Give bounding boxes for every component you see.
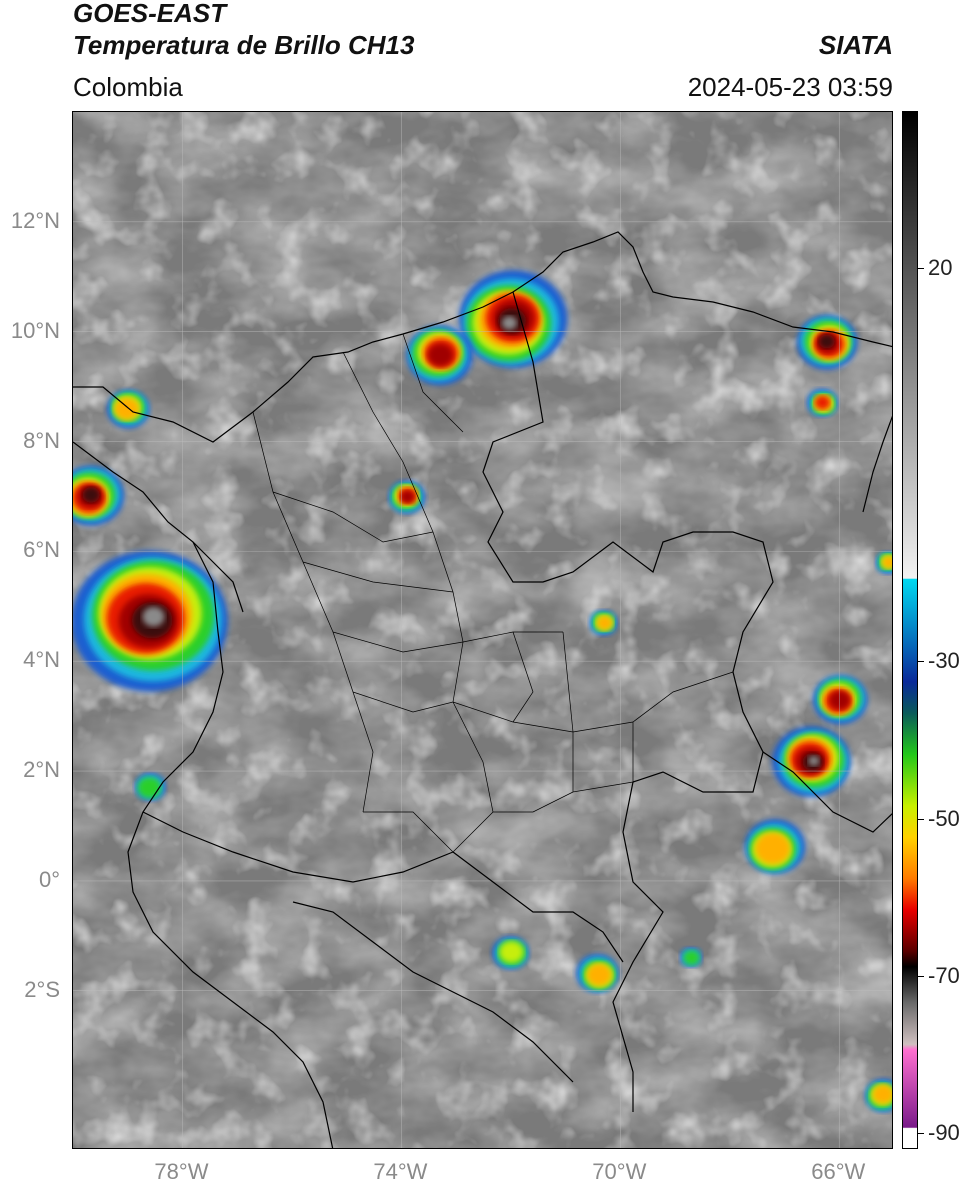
storm-cell xyxy=(576,954,619,993)
colorbar xyxy=(902,111,918,1149)
lat-tick-label: 12°N xyxy=(10,207,60,233)
satellite-map xyxy=(72,111,893,1149)
storm-ring xyxy=(142,606,165,627)
lon-tick-label: 74°W xyxy=(373,1159,428,1184)
colorbar-tick-label: 20 xyxy=(928,255,953,281)
border-colombia-ecuador xyxy=(142,811,454,883)
storm-cell xyxy=(797,315,858,370)
storm-ring xyxy=(596,615,613,631)
datetime-label: 2024-05-23 03:59 xyxy=(687,72,893,102)
storm-ring xyxy=(882,555,892,569)
colorbar-tick-label: -70 xyxy=(928,963,960,988)
storm-ring xyxy=(683,950,700,966)
storm-ring xyxy=(808,755,820,766)
lon-tick-label: 78°W xyxy=(154,1159,209,1184)
storm-cell xyxy=(459,270,568,368)
lat-tick-label: 4°N xyxy=(23,647,60,673)
storm-ring xyxy=(818,334,835,349)
lat-tick-label: 0° xyxy=(38,866,60,892)
storm-cell xyxy=(680,947,702,967)
storm-cell xyxy=(744,819,806,874)
storm-ring xyxy=(427,343,453,367)
storm-cell xyxy=(813,675,868,725)
source-label: SIATA xyxy=(818,30,893,60)
border-colombia-peru xyxy=(452,851,624,963)
border-venezuela-guyana xyxy=(862,415,892,513)
border-colombia-brazil xyxy=(612,781,664,1112)
border-venezuela-brazil xyxy=(762,751,892,833)
colorbar-tick-label: -30 xyxy=(928,648,960,674)
lat-tick-label: 8°N xyxy=(23,427,60,453)
storm-ring xyxy=(82,487,100,503)
storm-ring xyxy=(400,490,415,504)
storm-ring xyxy=(829,690,851,710)
colorbar-tick-mark xyxy=(918,268,924,270)
storm-cell xyxy=(73,465,124,526)
colorbar-tick-mark xyxy=(918,976,924,977)
internal-borders xyxy=(252,333,734,853)
gridlines xyxy=(73,112,892,1148)
coastline-pacific xyxy=(73,441,334,1148)
border-colombia-panama xyxy=(192,541,244,613)
colorbar-tick-mark xyxy=(918,818,924,820)
storm-ring xyxy=(755,832,791,865)
colorbar-tick-mark xyxy=(918,661,924,663)
storm-ring xyxy=(499,941,524,963)
colorbar-tick-mark xyxy=(918,1133,924,1135)
storm-cell xyxy=(876,552,892,574)
storm-ring xyxy=(137,777,162,799)
storm-cells xyxy=(73,270,892,1112)
lat-tick-label: 2°N xyxy=(23,757,60,783)
storm-cell xyxy=(389,480,426,514)
coastline-caribbean xyxy=(73,231,892,443)
storm-cell xyxy=(589,610,618,636)
storm-cell xyxy=(807,388,838,416)
title-line1: GOES-EAST xyxy=(73,0,227,28)
storm-cell xyxy=(406,325,474,386)
storm-ring xyxy=(586,963,612,986)
colorbar-tick-label: -50 xyxy=(928,805,960,831)
title-line2: Temperatura de Brillo CH13 xyxy=(73,30,415,60)
storm-ring xyxy=(872,1084,892,1104)
lat-tick-label: 2°S xyxy=(24,976,60,1002)
lat-tick-label: 10°N xyxy=(10,317,60,343)
region-label: Colombia xyxy=(73,72,183,102)
border-ecuador-peru xyxy=(292,901,574,1083)
storm-cell xyxy=(492,936,529,969)
lat-tick-label: 6°N xyxy=(23,537,60,563)
colorbar-gradient xyxy=(903,112,917,1148)
map-canvas xyxy=(73,112,892,1148)
colorbar-tick-label: -90 xyxy=(928,1120,960,1146)
political-borders xyxy=(73,231,892,1148)
storm-cell xyxy=(73,550,228,692)
storm-cell xyxy=(135,773,166,801)
storm-ring xyxy=(114,397,139,420)
storm-cell xyxy=(865,1078,892,1112)
storm-cell xyxy=(772,726,851,797)
lon-tick-label: 66°W xyxy=(811,1159,866,1184)
lon-tick-label: 70°W xyxy=(592,1159,647,1184)
storm-ring xyxy=(501,316,517,330)
storm-ring xyxy=(814,395,830,410)
